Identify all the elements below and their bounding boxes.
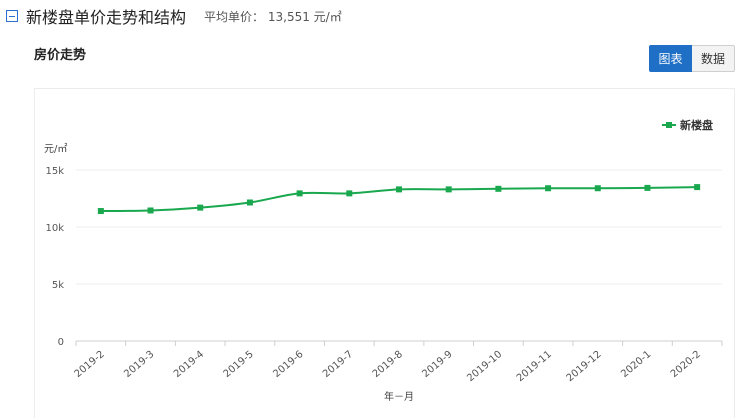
data-view-button[interactable]: 数据 <box>692 45 735 72</box>
chart-view-button[interactable]: 图表 <box>649 45 692 72</box>
y-tick-label: 10k <box>45 223 64 234</box>
data-point[interactable] <box>495 185 502 192</box>
y-tick-label: 15k <box>45 166 64 177</box>
average-price-label: 平均单价： <box>204 9 265 24</box>
x-tick-label: 2019-9 <box>420 349 454 380</box>
x-tick-label: 2020-1 <box>619 349 653 380</box>
chart-title: 房价走势 <box>34 48 87 63</box>
x-tick-label: 2019-4 <box>172 349 206 380</box>
average-price: 平均单价： 13,551 元/㎡ <box>204 8 342 25</box>
legend-marker <box>666 122 672 128</box>
price-trend-chart: 0 5k 10k 15k 元/㎡ 2019-2 2019-3 2019-4 2019-5 2019… <box>44 118 723 403</box>
data-point[interactable] <box>346 190 353 197</box>
data-point[interactable] <box>644 184 651 191</box>
x-tick-label: 2019-6 <box>271 349 305 380</box>
data-point[interactable] <box>396 186 402 193</box>
x-tick-label: 2019-3 <box>122 349 156 380</box>
section-header: 新楼盘单价走势和结构 平均单价： 13,551 元/㎡ <box>6 0 342 32</box>
y-axis-label: 元/㎡ <box>44 143 67 155</box>
collapse-icon[interactable] <box>6 10 18 22</box>
y-tick-label: 0 <box>58 337 64 348</box>
data-point[interactable] <box>97 208 104 215</box>
data-point[interactable] <box>197 204 204 211</box>
x-tick-label: 2019-5 <box>222 349 256 380</box>
data-point[interactable] <box>147 207 154 214</box>
x-tick-label: 2019-7 <box>321 349 355 380</box>
data-point[interactable] <box>445 186 452 193</box>
x-axis-label: 年－月 <box>384 390 414 403</box>
x-tick-label: 2019-12 <box>565 349 604 384</box>
x-tick-label: 2019-8 <box>371 349 405 380</box>
x-tick-label: 2019-2 <box>73 349 107 380</box>
data-point[interactable] <box>296 190 303 197</box>
data-point[interactable] <box>246 199 253 206</box>
x-tick-label: 2019-10 <box>465 349 504 384</box>
view-toggle: 图表 数据 <box>649 45 735 72</box>
section-title: 新楼盘单价走势和结构 <box>26 8 187 27</box>
data-point[interactable] <box>545 185 552 192</box>
data-point[interactable] <box>594 185 601 192</box>
x-tick-label: 2019-11 <box>515 349 554 384</box>
average-price-value: 13,551 元/㎡ <box>267 9 342 24</box>
y-tick-label: 5k <box>52 280 64 291</box>
chart-panel <box>34 88 735 418</box>
data-point[interactable] <box>694 184 701 191</box>
legend-label[interactable]: 新楼盘 <box>680 118 713 132</box>
x-tick-label: 2020-2 <box>669 349 703 380</box>
